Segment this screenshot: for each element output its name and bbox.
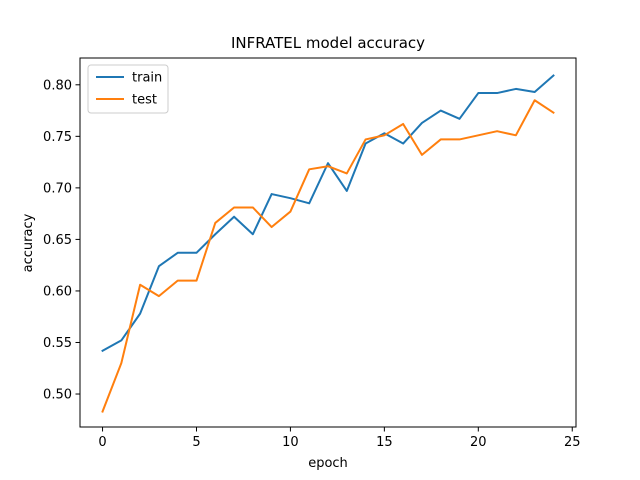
x-tick-label: 10 [282, 435, 299, 450]
chart-title: INFRATEL model accuracy [231, 34, 425, 52]
y-axis-label: accuracy [21, 213, 36, 272]
y-tick-label: 0.70 [43, 181, 72, 196]
legend: train test [87, 64, 169, 114]
plot-area: 0 5 10 15 20 25 0.50 0.55 0.60 0.65 0.70 0.75 0.80 [43, 57, 581, 450]
y-tick-label: 0.50 [43, 388, 72, 403]
y-tick-label: 0.60 [43, 284, 72, 299]
y-tick-label: 0.80 [43, 78, 72, 93]
x-tick-label: 20 [470, 435, 487, 450]
y-tick-label: 0.65 [43, 233, 72, 248]
x-tick-label: 5 [192, 435, 200, 450]
legend-label-train: train [132, 71, 162, 86]
x-tick-label: 25 [564, 435, 581, 450]
x-tick-label: 0 [98, 435, 106, 450]
x-axis-label: epoch [308, 456, 348, 471]
y-tick-label: 0.75 [43, 130, 72, 145]
series-line-train [101, 74, 555, 353]
legend-label-test: test [132, 93, 157, 108]
series-line-test [101, 99, 555, 413]
plot-frame [79, 57, 577, 428]
x-tick-label: 15 [376, 435, 393, 450]
y-tick-label: 0.55 [43, 336, 72, 351]
